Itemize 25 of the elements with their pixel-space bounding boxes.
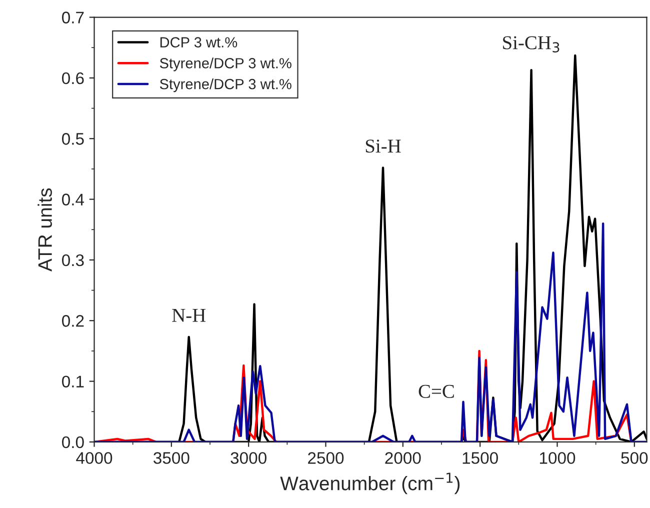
y-tick-label: 0.5 (62, 133, 84, 145)
y-tick-label: 0.3 (62, 254, 84, 266)
x-tick-label: 1000 (540, 452, 576, 464)
y-tick-label: 0.6 (62, 72, 84, 84)
x-tick-label: 4000 (76, 452, 112, 464)
y-tick-label: 0.4 (62, 194, 84, 206)
annotation: C=C (418, 384, 454, 398)
x-tick-label: 2000 (385, 452, 421, 464)
x-tick-label: 2500 (308, 452, 344, 464)
y-axis-title: ATR units (38, 188, 52, 272)
y-tick-label: 0.7 (62, 12, 84, 24)
annotation: Si-H (366, 140, 401, 153)
x-tick-label: 3500 (154, 452, 190, 464)
y-tick-label: 0.0 (62, 436, 84, 448)
legend-label: Styrene/DCP 3 wt.% (160, 78, 292, 92)
x-tick-label: 1500 (462, 452, 498, 464)
annotation: Si-CH$_{3}$ (503, 36, 560, 52)
y-tick-label: 0.1 (62, 376, 84, 388)
x-axis-title: Wavenumber (cm$^{−1}$) (280, 472, 460, 494)
legend-label: DCP 3 wt.% (160, 37, 238, 48)
annotation: N-H (172, 309, 206, 322)
y-tick-label: 0.2 (62, 315, 84, 327)
x-tick-label: 500 (621, 452, 648, 464)
x-tick-label: 3000 (230, 452, 266, 464)
legend-label: Styrene/DCP 3 wt.% (160, 58, 292, 72)
